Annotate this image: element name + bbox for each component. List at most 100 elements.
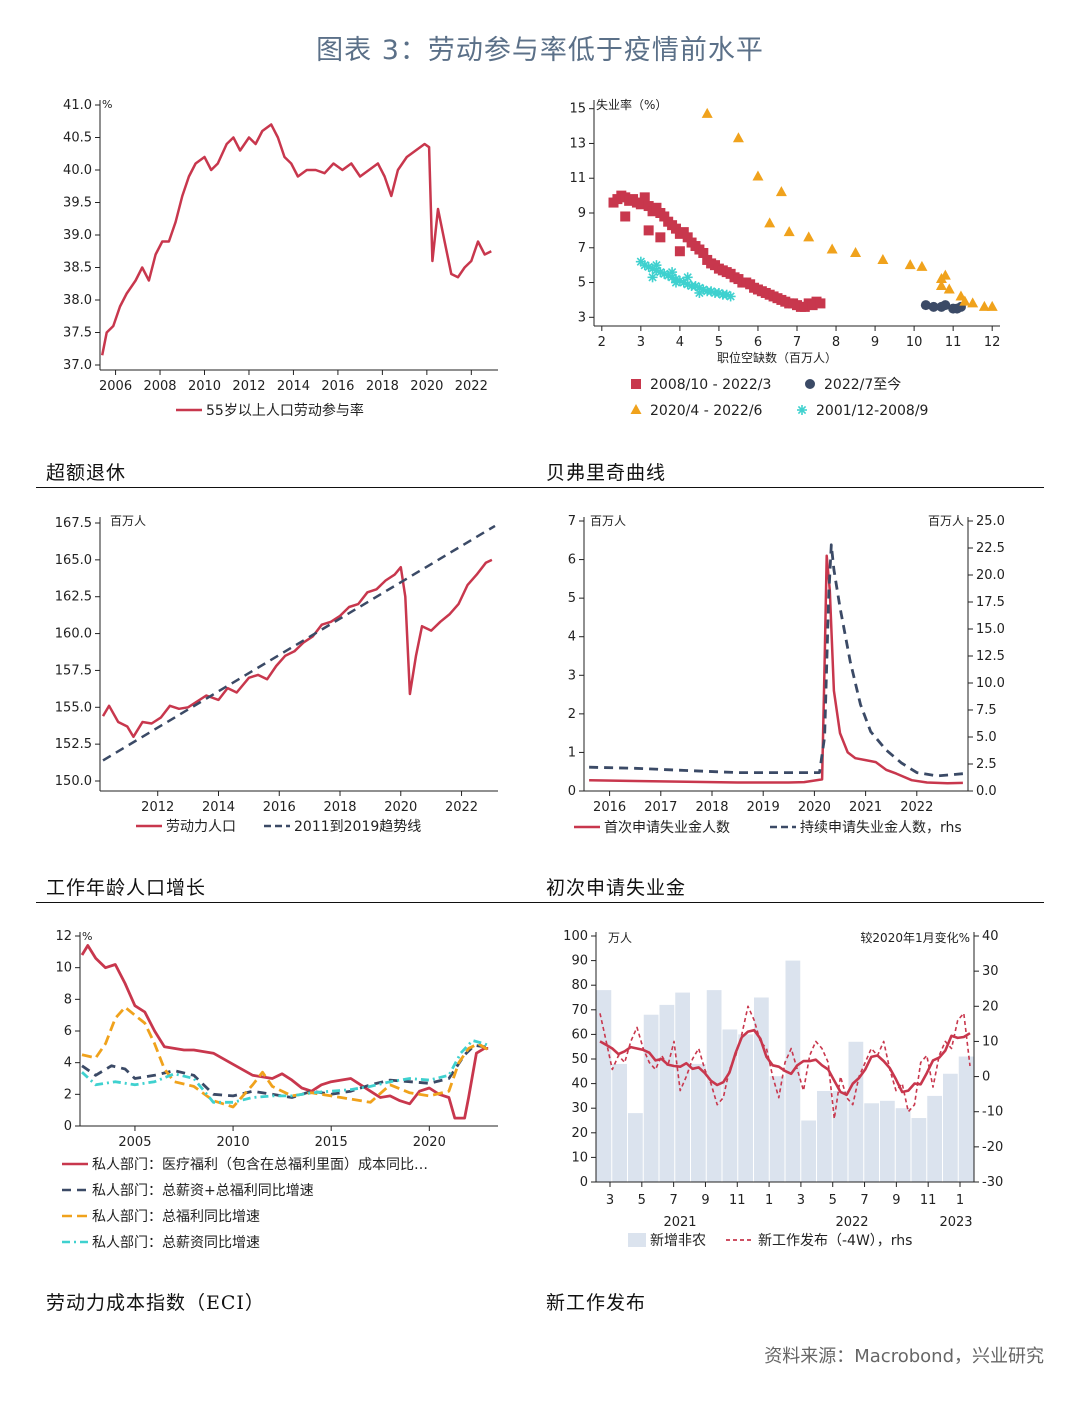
y-tick-label: 60 (571, 1027, 588, 1042)
y-tick-label: 162.5 (55, 590, 92, 605)
y-tick-label: 3 (578, 310, 586, 325)
bar (691, 1063, 706, 1182)
legend-label: 新工作发布（-4W），rhs (758, 1233, 912, 1249)
source-note: 资料来源：Macrobond，兴业研究 (764, 1346, 1044, 1367)
x-tick-label: 2014 (277, 379, 310, 394)
x-tick-label: 1 (765, 1193, 773, 1208)
bar (801, 1120, 816, 1182)
y-tick-label-right: 15.0 (976, 622, 1005, 637)
p3-svg: 167.5 165.0 162.5 160.0 157.5 155.0 152.5 150.0… (55, 514, 498, 835)
bar (864, 1103, 879, 1182)
caption-initial-claims: 初次申请失业金 (546, 877, 687, 899)
x-tick-label: 11 (920, 1193, 937, 1208)
y-tick-label: 4 (64, 1056, 72, 1071)
marker-square (620, 211, 631, 222)
legend-label: 2001/12-2008/9 (816, 403, 928, 419)
x-tick-label: 2019 (747, 800, 780, 815)
marker-triangle (939, 269, 951, 280)
marker-square (815, 298, 826, 309)
series-line (100, 123, 492, 356)
y-tick-label: 2 (64, 1087, 72, 1102)
marker-triangle (877, 253, 889, 264)
y-tick-label: 70 (571, 1003, 588, 1018)
bar (911, 1118, 927, 1182)
x-tick-label: 2020 (798, 800, 831, 815)
x-tick-label: 9 (701, 1193, 709, 1208)
y-tick-label-right: 10 (982, 1034, 999, 1049)
y-tick-label: 15 (569, 102, 586, 117)
bar (628, 1113, 643, 1182)
y-tick-label: 5 (568, 591, 576, 606)
y-tick-label: 160.0 (55, 627, 92, 642)
marker-star-stroke (695, 288, 704, 298)
y-tick-label-right: 17.5 (976, 595, 1005, 610)
y-tick-label: 3 (568, 668, 576, 683)
y-tick-label-right: 25.0 (976, 514, 1005, 529)
x-tick-label: 11 (945, 335, 962, 350)
x-tick-label: 5 (638, 1193, 646, 1208)
x-tick-label: 2022 (455, 379, 488, 394)
y-tick-label-right: 30 (982, 964, 999, 979)
chart-employment-cost-index: 12 10 8 6 4 2 0 2005 2010 2015 2020% 私人部门：医疗福利（包含在总… (36, 920, 516, 1270)
x-tick-label: 3 (797, 1193, 805, 1208)
unit-left: 百万人 (590, 514, 626, 528)
y-tick-label-right: 40 (982, 929, 999, 944)
series-line (102, 524, 496, 762)
x-tick-label: 2020 (410, 379, 443, 394)
series-line (101, 558, 493, 739)
marker-star (647, 272, 658, 283)
marker-triangle (803, 231, 815, 242)
y-tick-label: 165.0 (55, 553, 92, 568)
x-tick-label: 9 (892, 1193, 900, 1208)
caption-excess-retirement: 超额退休 (46, 462, 127, 484)
y-tick-label: 150.0 (55, 774, 92, 789)
y-tick-label: 12 (55, 929, 72, 944)
x-tick-label: 6 (754, 335, 762, 350)
series-line (81, 1043, 489, 1099)
x-tick-label: 2018 (366, 379, 399, 394)
series-line (589, 543, 964, 778)
x-tick-label: 2014 (202, 800, 235, 815)
y-tick-label-right: 0 (982, 1070, 990, 1085)
chart-initial-jobless-claims: 7 6 5 4 3 2 1 0 25.0 22.5 20.0 17.5 15.0 12.5 10.0 7.5 5… (540, 505, 1040, 845)
legend-label: 私人部门：总薪资同比增速 (92, 1235, 260, 1251)
y-tick-label: 39.5 (63, 196, 92, 211)
y-tick-label-right: 2.5 (976, 757, 997, 772)
p6-svg: 1009080706050403020100403020100-10-20-30… (563, 929, 1003, 1249)
y-tick-label: 20 (571, 1126, 588, 1141)
legend-label: 持续申请失业金人数，rhs (800, 819, 962, 836)
y-tick-label: 9 (578, 206, 586, 221)
y-tick-label: 37.5 (63, 326, 92, 341)
y-tick-label: 0 (580, 1175, 588, 1190)
y-tick-label: 10 (571, 1150, 588, 1165)
series-line (80, 944, 489, 1120)
marker-star (651, 260, 662, 271)
marker-triangle (764, 217, 776, 228)
legend-swatch (628, 1233, 646, 1247)
figure-title: 图表 3：劳动参与率低于疫情前水平 (316, 35, 764, 66)
series-line (81, 1039, 489, 1104)
marker-star-stroke (640, 260, 649, 270)
y-tick-label-right: 22.5 (976, 541, 1005, 556)
marker-star (678, 277, 689, 288)
y-tick-label-right: -30 (982, 1175, 1003, 1190)
chart-new-job-postings: 100 90 80 70 60 50 40 30 20 10 0 40 30 20 10 0 -10 -20 -30… (540, 920, 1040, 1270)
x-tick-label: 2010 (217, 1135, 250, 1150)
marker-star (713, 287, 724, 298)
caption-working-age-growth: 工作年龄人口增长 (46, 877, 207, 899)
bar (754, 997, 769, 1182)
bar (895, 1108, 911, 1182)
x-tick-label: 4 (676, 335, 684, 350)
x-tick-label: 2006 (99, 379, 132, 394)
marker-star (682, 272, 693, 283)
series-line (81, 1005, 489, 1109)
y-tick-label-right: -10 (982, 1105, 1003, 1120)
chart-labor-participation-55plus: 41.0 40.5 40.0 39.5 39.0 38.5 38.0 37.5 37.0 2006… (36, 88, 516, 428)
year-label: 2023 (939, 1215, 972, 1230)
marker-star-stroke (683, 280, 692, 289)
bar (722, 1029, 738, 1182)
x-tick-label: 2017 (644, 800, 677, 815)
x-tick-label: 2016 (263, 800, 296, 815)
x-tick-label: 5 (829, 1193, 837, 1208)
